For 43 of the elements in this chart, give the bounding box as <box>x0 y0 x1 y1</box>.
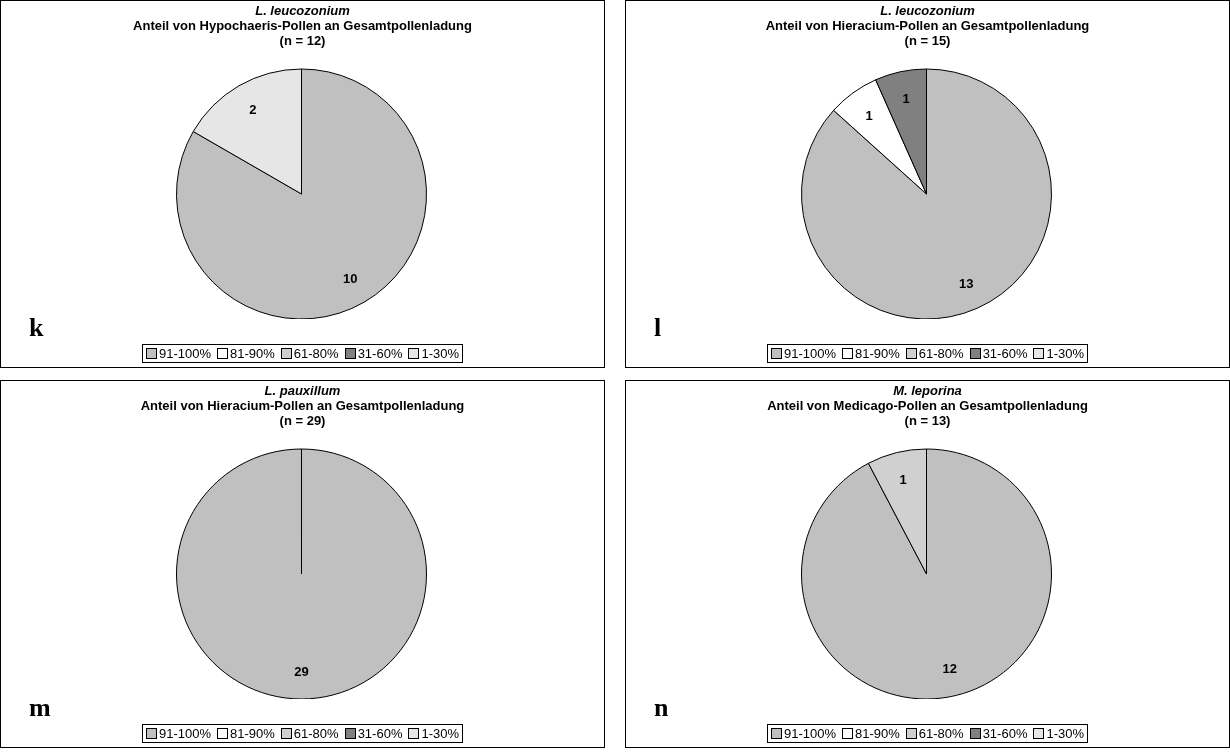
chart-subtitle: Anteil von Hieracium-Pollen an Gesamtpollenladung (n = 29) <box>139 398 466 428</box>
pie-slice <box>801 68 1052 319</box>
legend-label: 31-60% <box>982 726 1028 741</box>
data-label: 1 <box>865 107 873 123</box>
chart-title: M. leporina <box>892 383 963 398</box>
data-label: 13 <box>958 275 974 291</box>
data-label: 1 <box>902 91 910 107</box>
chart-subtitle: Anteil von Hieracium-Pollen an Gesamtpollenladung (n = 15) <box>764 18 1091 48</box>
legend-label: 31-60% <box>357 346 403 361</box>
legend-label: 81-90% <box>230 726 275 741</box>
legend-label: 91-100% <box>158 346 212 361</box>
chart-subtitle: Anteil von Hypochaeris-Pollen an Gesamtpollenladung (n = 12) <box>132 18 473 48</box>
legend-label: 1-30% <box>1046 726 1085 741</box>
legend-label: 81-90% <box>855 346 900 361</box>
legend-label: 61-80% <box>918 726 964 741</box>
pie-slice <box>176 68 427 319</box>
text: m <box>29 693 51 723</box>
legend-label: 91-100% <box>783 726 837 741</box>
legend-label: 31-60% <box>357 726 403 741</box>
chart-title: L. leucozonium <box>879 3 976 18</box>
text: n <box>654 693 669 723</box>
data-label: 12 <box>942 661 958 677</box>
legend-label: 31-60% <box>982 346 1028 361</box>
legend-label: 81-90% <box>230 346 275 361</box>
data-label: 10 <box>343 270 358 286</box>
data-label: 2 <box>249 102 257 118</box>
legend-label: 91-100% <box>783 346 837 361</box>
legend-label: 61-80% <box>918 346 964 361</box>
text: l <box>654 313 662 343</box>
chart-title: L. leucozonium <box>254 3 351 18</box>
text: k <box>29 313 44 343</box>
chart-subtitle: Anteil von Medicago-Pollen an Gesamtpollenladung (n = 13) <box>766 398 1089 428</box>
legend-label: 91-100% <box>158 726 212 741</box>
legend-label: 1-30% <box>421 346 460 361</box>
pie-slice <box>801 448 1052 699</box>
legend-label: 61-80% <box>293 726 339 741</box>
data-label: 29 <box>294 664 309 679</box>
data-label: 1 <box>899 471 907 487</box>
legend-label: 1-30% <box>421 726 460 741</box>
legend-label: 1-30% <box>1046 346 1085 361</box>
legend-label: 61-80% <box>293 346 339 361</box>
legend-label: 81-90% <box>855 726 900 741</box>
chart-title: L. pauxillum <box>263 383 342 398</box>
